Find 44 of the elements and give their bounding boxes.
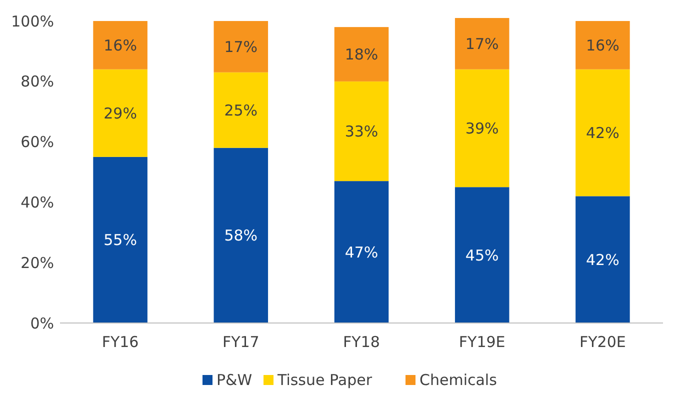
bar: [576, 69, 630, 196]
data-label: 55%: [104, 231, 137, 250]
x-tick-label: FY16: [102, 333, 139, 351]
x-tick-label: FY19E: [458, 333, 506, 351]
y-tick-label: 100%: [11, 12, 54, 30]
data-label: 33%: [344, 122, 378, 140]
bar: [93, 69, 148, 157]
data-label: 42%: [586, 250, 620, 269]
legend-label: Tissue Paper: [276, 371, 373, 389]
data-label: 58%: [224, 226, 258, 245]
bar: [93, 21, 148, 70]
y-tick-label: 40%: [20, 193, 54, 212]
x-tick-label: FY18: [343, 333, 380, 351]
x-tick-label: FY20E: [580, 333, 626, 351]
data-label: 17%: [465, 34, 499, 53]
y-tick-label: 60%: [20, 133, 54, 152]
data-label: 39%: [465, 119, 499, 138]
bar: [334, 27, 389, 82]
bar: [214, 72, 268, 148]
data-label: 18%: [344, 45, 378, 64]
data-label: 47%: [344, 243, 378, 262]
legend-label: P&W: [216, 371, 252, 389]
bar: [334, 81, 389, 182]
bar: [454, 18, 510, 70]
y-tick-label: 0%: [30, 314, 54, 332]
y-tick-label: 20%: [20, 254, 54, 272]
data-label: 29%: [104, 104, 137, 122]
bar: [454, 187, 510, 323]
data-label: 42%: [586, 124, 620, 142]
bar: [214, 21, 268, 72]
bar: [93, 156, 148, 323]
bar: [334, 181, 389, 323]
data-label: 17%: [224, 38, 258, 56]
data-label: 16%: [586, 36, 620, 54]
x-tick-label: FY17: [222, 333, 260, 351]
bar: [576, 196, 630, 323]
data-label: 16%: [104, 36, 137, 54]
bar: [454, 69, 510, 188]
y-tick-label: 80%: [20, 72, 54, 91]
bar: [576, 21, 630, 70]
bar: [214, 148, 268, 323]
data-label: 25%: [224, 101, 258, 120]
legend-label: Chemicals: [420, 371, 498, 389]
data-label: 45%: [465, 246, 499, 264]
